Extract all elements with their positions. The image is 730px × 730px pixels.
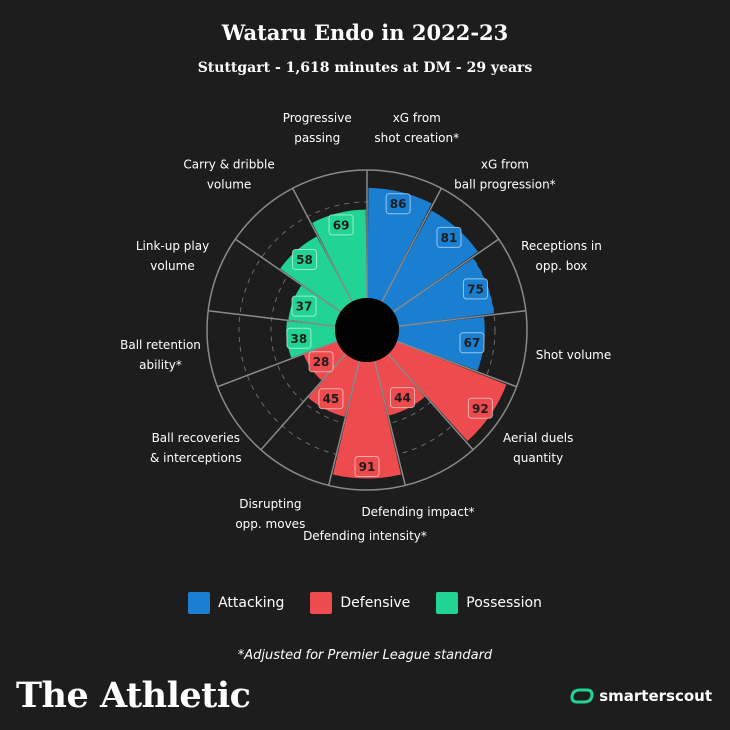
value-label-2: 75: [467, 282, 484, 296]
value-badge-11: [292, 248, 318, 270]
value-label-7: 45: [323, 392, 340, 406]
spoke-6: [373, 360, 407, 486]
category-label-10: Link-up play volume: [136, 239, 209, 273]
category-label-line: Receptions in: [521, 239, 602, 253]
spoke-11: [234, 238, 342, 313]
legend: Attacking Defensive Possession: [0, 592, 730, 614]
category-label-line: Aerial duels: [503, 431, 573, 445]
category-label-line: Progressive: [283, 111, 352, 125]
category-label-0: xG from shot creation*: [374, 111, 459, 145]
category-label-11: Carry & dribble volume: [183, 157, 274, 191]
spoke-12: [291, 187, 353, 303]
category-label-6: Defending intensity*: [303, 529, 427, 543]
value-badge-6: [354, 455, 380, 477]
value-badge-10: [291, 295, 317, 317]
legend-swatch-attacking: [188, 592, 211, 614]
category-label-line: passing: [294, 131, 340, 145]
spoke-10: [208, 309, 336, 327]
category-label-line: ability*: [139, 358, 182, 372]
value-badge-0: [385, 193, 411, 215]
footnote: *Adjusted for Premier League standard: [237, 648, 493, 663]
legend-item-defensive: Defensive: [310, 592, 410, 614]
category-label-7: Disrupting opp. moves: [235, 497, 305, 531]
chart-title: Wataru Endo in 2022-23: [221, 20, 509, 45]
spoke-5: [387, 353, 474, 451]
value-label-5: 44: [394, 391, 411, 405]
spoke-3: [398, 309, 526, 327]
value-badge-3: [459, 332, 485, 354]
value-label-0: 86: [390, 197, 407, 211]
category-label-line: opp. moves: [235, 517, 305, 531]
legend-label-possession: Possession: [466, 595, 542, 611]
category-label-line: Link-up play: [136, 239, 209, 253]
category-label-line: Ball retention: [120, 338, 201, 352]
value-label-1: 81: [441, 231, 458, 245]
category-label-line: Ball recoveries: [152, 431, 240, 445]
category-label-line: xG from: [481, 157, 529, 171]
category-label-line: Carry & dribble: [183, 157, 274, 171]
spoke-9: [217, 340, 338, 388]
value-label-4: 92: [472, 402, 489, 416]
value-label-11: 58: [296, 253, 313, 267]
chart-subtitle: Stuttgart - 1,618 minutes at DM - 29 yea…: [197, 60, 533, 76]
legend-item-possession: Possession: [436, 592, 542, 614]
category-label-line: volume: [207, 177, 251, 191]
the-athletic-logo: The Athletic: [16, 675, 251, 716]
bar-3: [397, 317, 485, 371]
value-badge-9: [286, 327, 312, 349]
smarterscout-label: smarterscout: [599, 687, 712, 705]
legend-label-attacking: Attacking: [218, 595, 285, 611]
value-label-12: 69: [333, 218, 350, 232]
value-label-10: 37: [296, 300, 313, 314]
category-label-line: opp. box: [536, 259, 588, 273]
legend-swatch-possession: [436, 592, 459, 614]
spoke-7: [327, 360, 361, 486]
value-label-3: 67: [464, 336, 481, 350]
category-label-line: Shot volume: [536, 348, 612, 362]
category-label-line: quantity: [513, 451, 563, 465]
category-label-5: Defending impact*: [361, 505, 474, 519]
value-badge-1: [436, 226, 462, 248]
value-badge-5: [389, 387, 415, 409]
smarterscout-icon: [570, 688, 594, 704]
value-label-8: 28: [313, 355, 330, 369]
value-badge-4: [467, 397, 493, 419]
category-label-1: xG from ball progression*: [454, 157, 556, 191]
category-label-12: Progressive passing: [283, 111, 352, 145]
value-badge-8: [308, 351, 334, 373]
smarterscout-logo: smarterscout: [569, 686, 712, 706]
category-label-3: Shot volume: [536, 348, 612, 362]
category-label-line: & interceptions: [150, 451, 242, 465]
category-label-line: volume: [150, 259, 194, 273]
category-label-line: xG from: [393, 111, 441, 125]
category-label-line: Defending impact*: [361, 505, 474, 519]
category-label-8: Ball recoveries & interceptions: [150, 431, 242, 465]
bar-0: [367, 187, 432, 302]
legend-swatch-defensive: [310, 592, 333, 614]
category-label-2: Receptions in opp. box: [521, 239, 602, 273]
category-label-line: Disrupting: [239, 497, 301, 511]
spoke-4: [396, 340, 517, 388]
category-label-line: shot creation*: [374, 131, 459, 145]
value-label-9: 38: [291, 332, 308, 346]
category-label-line: ball progression*: [454, 177, 556, 191]
legend-label-defensive: Defensive: [340, 595, 411, 611]
category-label-line: Defending intensity*: [303, 529, 427, 543]
category-label-4: Aerial duels quantity: [503, 431, 573, 465]
value-badge-12: [328, 214, 354, 236]
value-label-6: 91: [359, 460, 376, 474]
bar-2: [393, 258, 494, 326]
legend-item-attacking: Attacking: [188, 592, 284, 614]
category-label-9: Ball retention ability*: [120, 338, 201, 372]
center-hole: [335, 298, 399, 362]
value-badge-2: [462, 278, 488, 300]
bar-6: [332, 361, 402, 479]
spoke-2: [392, 238, 500, 313]
spoke-1: [381, 187, 443, 303]
value-badge-7: [318, 388, 344, 410]
